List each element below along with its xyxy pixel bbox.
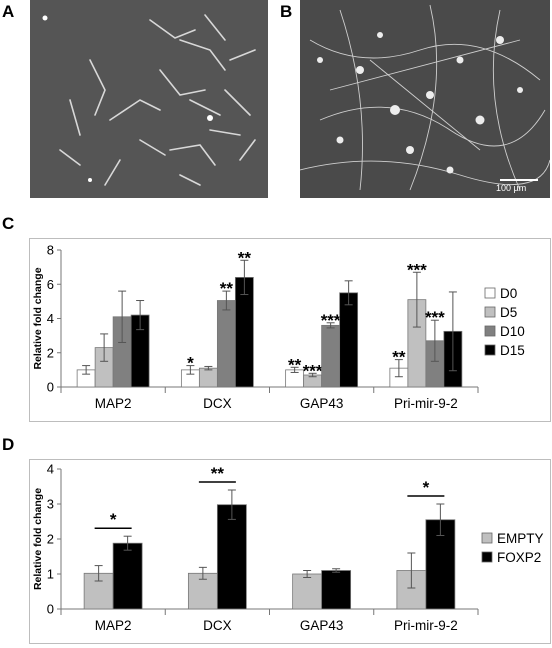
chart-c-bar	[198, 367, 218, 388]
panel-label-c: C	[2, 214, 15, 233]
chart-d-bar	[216, 504, 247, 610]
panel-label-b: B	[280, 2, 293, 21]
chart-c-y-tick-label: 4	[47, 311, 54, 326]
chart-d-y-tick-label: 0	[47, 602, 54, 617]
micrograph-b-cells	[300, 4, 550, 191]
chart-c-legend-label: D0	[500, 286, 517, 301]
chart-d-significance-label: *	[110, 510, 117, 529]
chart-d-legend-label: EMPTY	[497, 531, 544, 546]
chart-d-significance-label: *	[423, 478, 430, 497]
chart-c-bar	[216, 300, 236, 388]
chart-d-significance-label: **	[211, 464, 225, 483]
micrograph-b: 100 µm	[300, 0, 550, 198]
chart-c-y-tick-label: 6	[47, 277, 54, 292]
chart-c-x-tick-label: MAP2	[95, 396, 132, 411]
chart-d-x-tick-label: Pri-mir-9-2	[394, 618, 458, 633]
chart-d-frame: Relative fold change 0 1 2 3 4 MAP2 DCX GAP43 Pri…	[29, 459, 551, 644]
chart-d-legend-label: FOXP2	[497, 550, 541, 565]
chart-c-x-tick-label: GAP43	[300, 396, 344, 411]
chart-c-legend-label: D10	[500, 324, 525, 339]
chart-c-significance-label: ***	[425, 308, 445, 327]
chart-d-y-axis-label: Relative fold change	[32, 488, 44, 590]
chart-c-legend-swatch	[484, 344, 496, 356]
chart-c-significance-label: **	[392, 348, 406, 367]
chart-c-bar	[321, 324, 341, 388]
chart-d-x-tick-label: GAP43	[300, 618, 344, 633]
chart-d-bar	[321, 570, 352, 610]
scale-bar-label: 100 µm	[496, 183, 527, 193]
chart-c-bar	[339, 292, 359, 388]
chart-c-significance-label: ***	[407, 260, 427, 279]
chart-c-significance-label: ***	[321, 311, 341, 330]
chart-c-y-tick-label: 0	[47, 380, 54, 395]
chart-d-y-tick-label: 1	[47, 567, 54, 582]
chart-c-significance-label: **	[238, 248, 252, 267]
chart-d-bar	[292, 573, 323, 610]
chart-c-legend-label: D15	[500, 343, 525, 358]
chart-c-significance-label: **	[220, 279, 234, 298]
panel-label-d: D	[2, 435, 15, 454]
chart-c-legend-swatch	[484, 306, 496, 318]
chart-c-legend-swatch	[484, 287, 496, 299]
chart-c-frame: Relative fold change 0 2 4 6 8 MAP2 DCX GAP43 Pri…	[29, 238, 551, 422]
chart-c-y-tick-label: 2	[47, 345, 54, 360]
chart-c-y-tick-label: 8	[47, 243, 54, 258]
chart-d-y-tick-label: 4	[47, 462, 54, 477]
chart-d-y-tick-label: 2	[47, 532, 54, 547]
chart-c-y-axis-label: Relative fold change	[32, 267, 44, 369]
chart-c-significance-label: *	[187, 354, 194, 373]
chart-d-bar	[112, 542, 143, 610]
chart-c-x-tick-label: Pri-mir-9-2	[394, 396, 458, 411]
chart-d-y-tick-label: 3	[47, 497, 54, 512]
chart-c-legend-label: D5	[500, 305, 517, 320]
micrograph-a	[30, 0, 268, 198]
chart-d-legend-swatch	[481, 532, 493, 544]
chart-c-x-tick-label: DCX	[203, 396, 232, 411]
chart-c-legend-swatch	[484, 325, 496, 337]
micrograph-a-cells	[42, 14, 256, 186]
chart-c-significance-label: **	[288, 355, 302, 374]
chart-d-x-tick-label: DCX	[203, 618, 232, 633]
chart-d-x-tick-label: MAP2	[95, 618, 132, 633]
chart-d-legend-swatch	[481, 551, 493, 563]
panel-label-a: A	[2, 2, 15, 21]
chart-c-significance-label: ***	[303, 361, 323, 380]
